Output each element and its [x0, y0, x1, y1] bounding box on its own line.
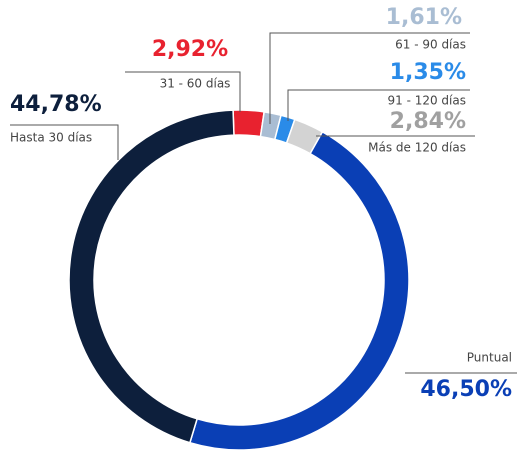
leader-line: [287, 89, 470, 121]
leader-line: [10, 124, 119, 160]
category-label: 31 - 60 días: [160, 77, 231, 91]
value-label: 2,92%: [152, 37, 228, 62]
category-label: Puntual: [467, 351, 512, 365]
category-label: 61 - 90 días: [395, 38, 466, 52]
donut-segment: [232, 109, 266, 138]
leader-line: [269, 32, 470, 124]
value-label: 46,50%: [420, 377, 512, 402]
category-label: Hasta 30 días: [10, 131, 92, 145]
value-label: 2,84%: [390, 109, 466, 134]
donut-segment: [188, 130, 410, 451]
category-label: 91 - 120 días: [387, 94, 466, 108]
value-label: 1,61%: [386, 5, 462, 30]
leader-line: [125, 71, 241, 112]
donut-segment: [68, 109, 235, 444]
category-label: Más de 120 días: [368, 141, 466, 155]
value-label: 1,35%: [390, 60, 466, 85]
value-label: 44,78%: [10, 92, 102, 117]
